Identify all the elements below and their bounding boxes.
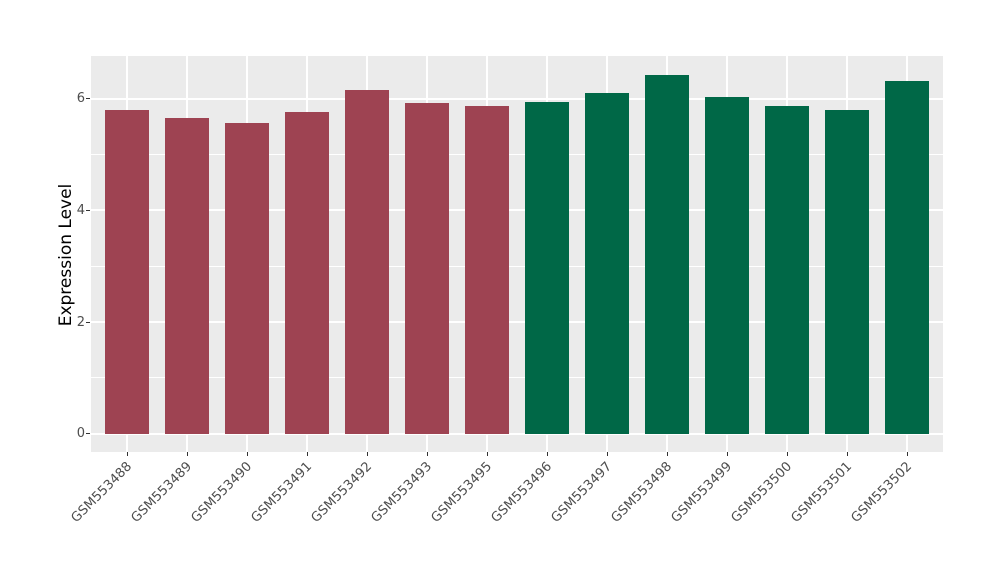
- y-minor-gridline: [91, 154, 943, 156]
- x-tick: [786, 452, 788, 456]
- x-tick: [246, 452, 248, 456]
- bar: [225, 122, 269, 434]
- x-tick-label: GSM553498: [608, 459, 675, 526]
- x-tick-label: GSM553500: [728, 459, 795, 526]
- y-major-gridline: [91, 209, 943, 212]
- bar: [105, 110, 149, 434]
- x-tick: [606, 452, 608, 456]
- bar: [705, 97, 749, 434]
- x-tick: [126, 452, 128, 456]
- bar: [585, 92, 629, 434]
- y-tick-label: 0: [76, 426, 85, 442]
- x-tick-label: GSM553499: [668, 459, 735, 526]
- y-tick: [86, 98, 90, 100]
- y-minor-gridline: [91, 377, 943, 379]
- bar: [825, 110, 869, 434]
- y-tick-label: 4: [76, 202, 85, 218]
- x-tick: [486, 452, 488, 456]
- x-tick-label: GSM553501: [788, 459, 855, 526]
- x-tick-label: GSM553493: [368, 459, 435, 526]
- x-tick: [426, 452, 428, 456]
- bar: [465, 106, 509, 434]
- y-axis-title: Expression Level: [56, 183, 76, 327]
- y-tick-label: 2: [76, 314, 85, 330]
- x-tick: [186, 452, 188, 456]
- bar: [885, 80, 929, 434]
- x-tick-label: GSM553502: [848, 459, 915, 526]
- x-tick-label: GSM553489: [128, 459, 195, 526]
- x-tick: [726, 452, 728, 456]
- x-tick-label: GSM553491: [248, 459, 315, 526]
- x-tick: [366, 452, 368, 456]
- y-major-gridline: [91, 97, 943, 100]
- y-tick: [86, 321, 90, 323]
- bar: [405, 103, 449, 434]
- x-tick-label: GSM553496: [488, 459, 555, 526]
- bar: [285, 112, 329, 434]
- y-major-gridline: [91, 432, 943, 435]
- x-tick-label: GSM553492: [308, 459, 375, 526]
- y-tick: [86, 209, 90, 211]
- bar: [525, 101, 569, 434]
- y-tick: [86, 433, 90, 435]
- x-tick: [546, 452, 548, 456]
- x-tick: [666, 452, 668, 456]
- bar: [645, 74, 689, 434]
- plot-panel: [91, 56, 943, 452]
- x-tick-label: GSM553488: [68, 459, 135, 526]
- x-tick-label: GSM553490: [188, 459, 255, 526]
- y-minor-gridline: [91, 265, 943, 267]
- bar: [345, 90, 389, 434]
- x-tick: [306, 452, 308, 456]
- x-tick: [906, 452, 908, 456]
- x-tick-label: GSM553497: [548, 459, 615, 526]
- y-tick-label: 6: [76, 91, 85, 107]
- x-tick: [846, 452, 848, 456]
- y-major-gridline: [91, 321, 943, 324]
- bar: [165, 117, 209, 434]
- bar: [765, 106, 809, 434]
- x-tick-label: GSM553495: [428, 459, 495, 526]
